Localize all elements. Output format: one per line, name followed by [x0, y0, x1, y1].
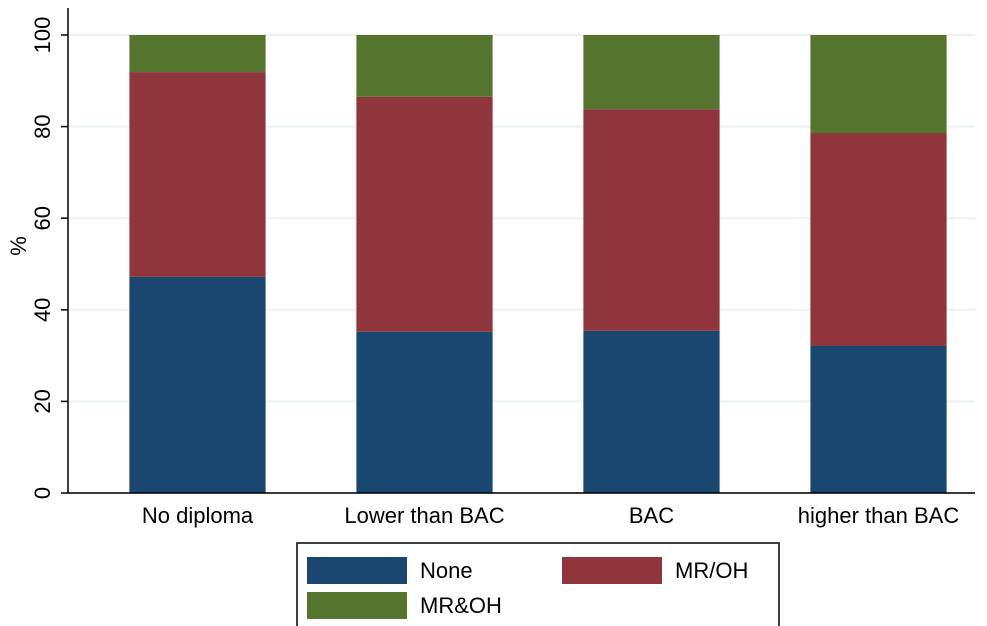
bar-segment [129, 35, 266, 73]
bar-segment [583, 35, 720, 110]
x-tick-label: BAC [629, 503, 674, 528]
bar-segment [583, 330, 720, 493]
bar-segment [129, 72, 266, 277]
y-tick-label: 0 [30, 487, 55, 499]
bar-segment [810, 345, 947, 493]
x-tick-label: No diploma [142, 503, 254, 528]
legend-swatch [307, 557, 407, 584]
y-tick-label: 40 [30, 298, 55, 322]
legend-swatch [562, 557, 662, 584]
legend-label: None [420, 558, 473, 583]
legend-swatch [307, 592, 407, 619]
legend-label: MR/OH [675, 558, 748, 583]
y-tick-label: 60 [30, 206, 55, 230]
y-tick-label: 20 [30, 389, 55, 413]
bar-segment [810, 133, 947, 346]
bar-segment [129, 276, 266, 493]
y-axis-title: % [6, 236, 31, 256]
legend-label: MR&OH [420, 593, 502, 618]
bar-segment [583, 109, 720, 331]
x-tick-label: higher than BAC [798, 503, 960, 528]
bar-segment [356, 35, 493, 97]
bar-segment [810, 35, 947, 134]
bar-segment [356, 331, 493, 493]
y-tick-label: 100 [30, 17, 55, 54]
bar-segment [356, 96, 493, 332]
x-tick-label: Lower than BAC [344, 503, 504, 528]
y-tick-label: 80 [30, 114, 55, 138]
